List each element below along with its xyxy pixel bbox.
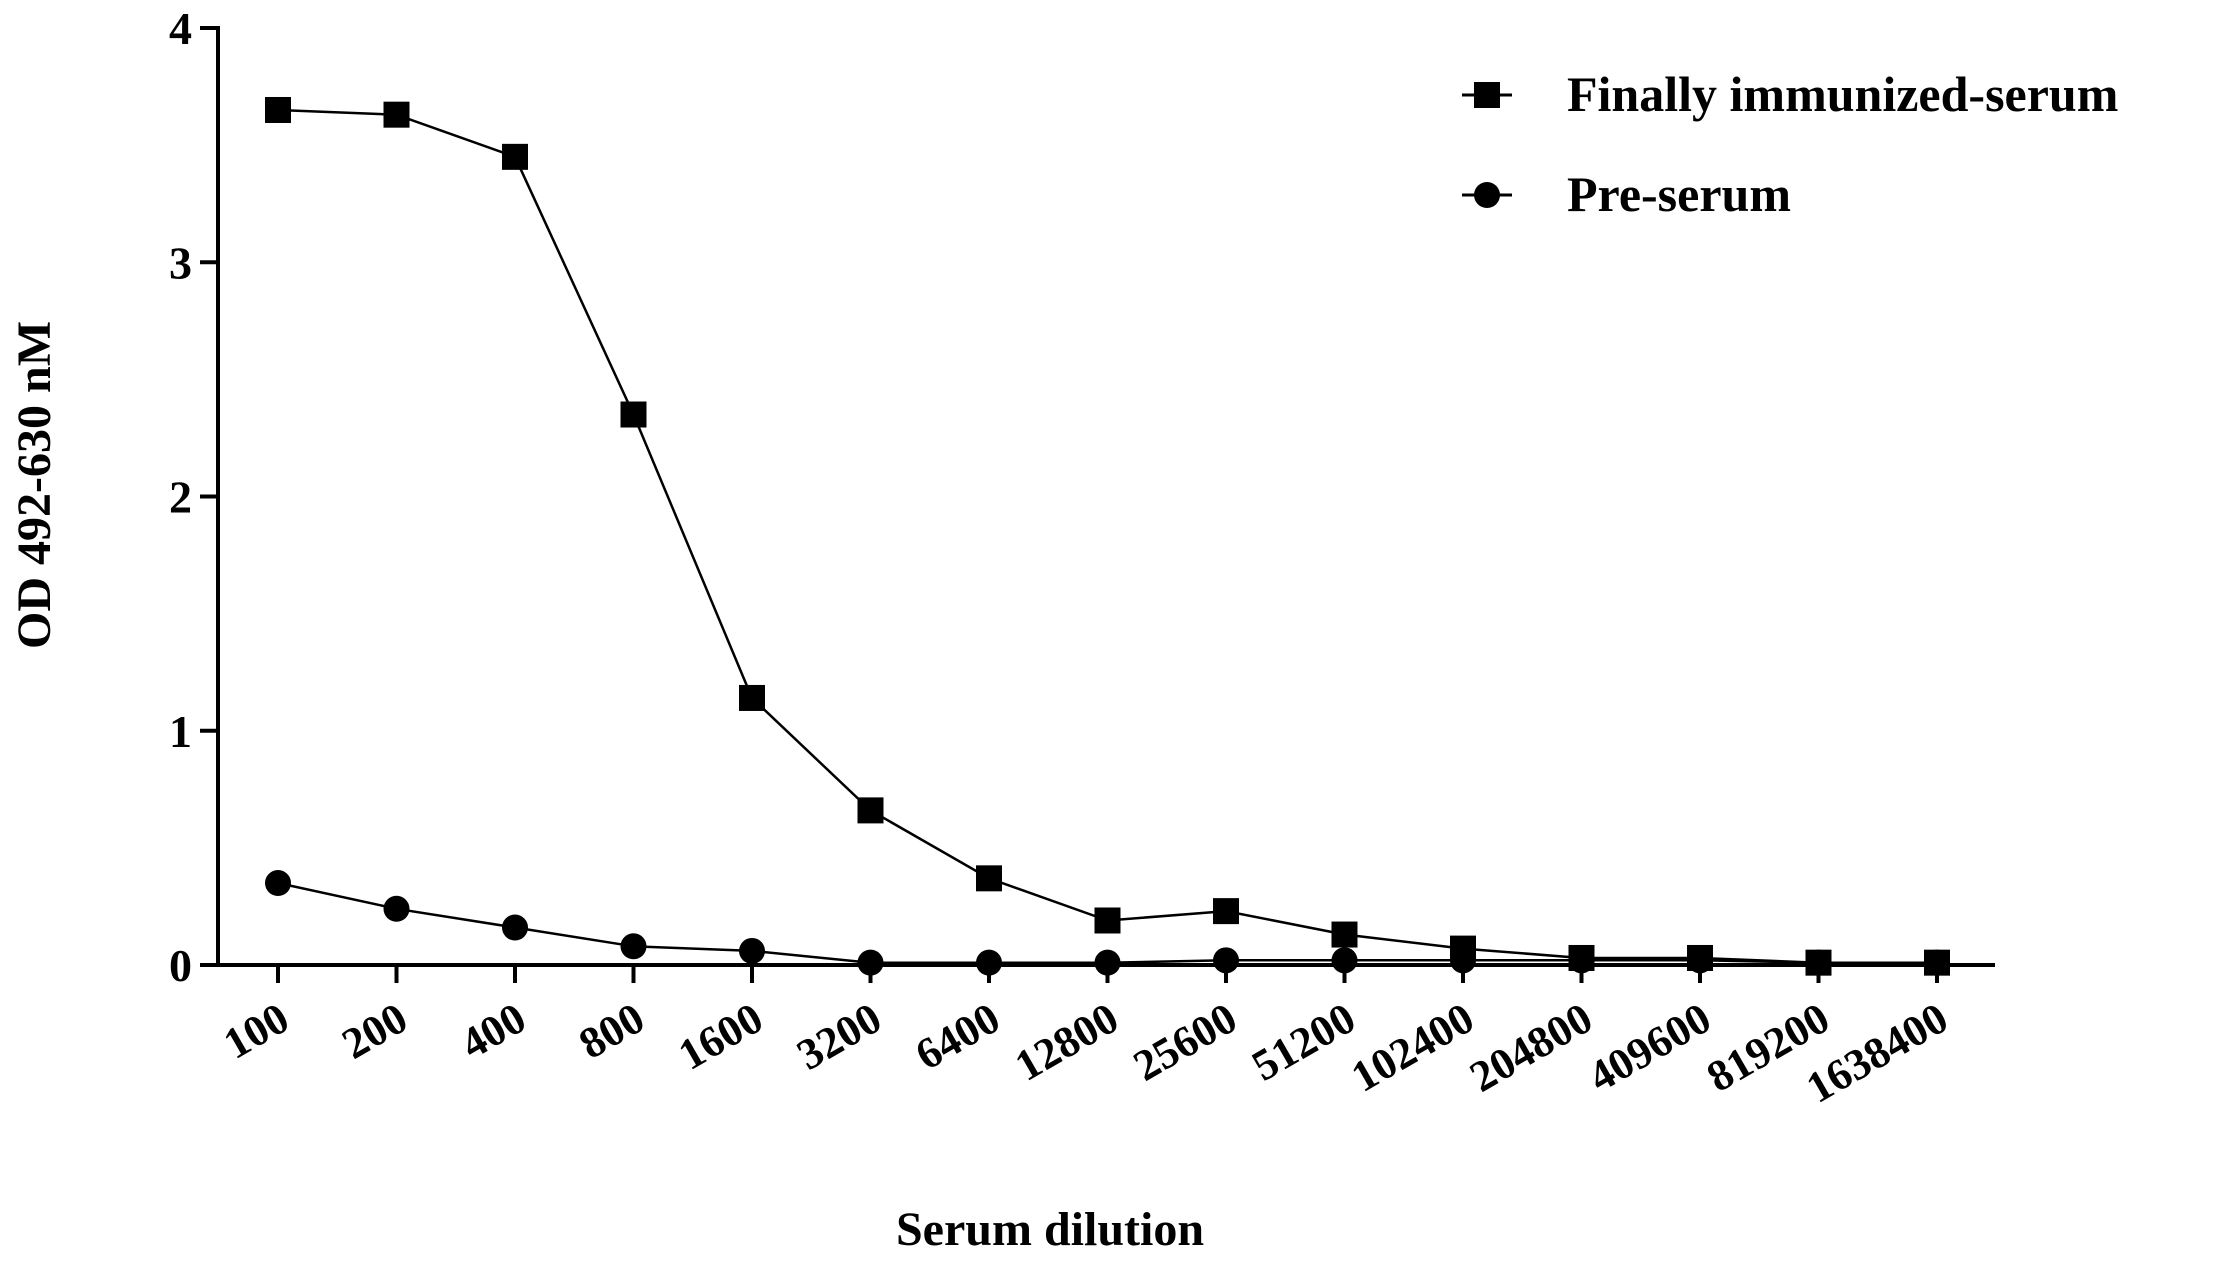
data-point-circle [1687,947,1713,974]
series-1 [265,96,1950,976]
series-line [277,108,1937,964]
data-point-square [1213,898,1239,925]
data-point-circle [620,933,647,960]
legend-marker-circle [1474,182,1500,208]
y-tick-label: 4 [169,3,192,54]
data-point-square [857,797,884,824]
legend-label: Pre-serum [1567,166,1791,222]
x-tick-label: 204800 [1462,993,1601,1101]
y-axis-title: OD 492-630 nM [8,321,61,649]
data-point-square [1094,907,1121,934]
data-point-circle [502,914,528,941]
x-tick-label: 6400 [907,993,1008,1079]
x-tick-label: 1600 [670,993,771,1079]
data-point-square [739,684,765,711]
y-tick-label: 1 [169,706,192,757]
data-point-circle [1450,947,1476,974]
data-point-circle [739,937,765,964]
x-tick-label: 100 [215,993,297,1068]
data-point-circle [383,895,410,922]
x-tick-label: 3200 [789,993,890,1079]
x-tick-label: 102400 [1343,993,1482,1101]
legend: Finally immunized-serum Pre-serum [1462,66,2118,222]
y-tick-label: 0 [169,940,192,991]
series-layer [265,96,1950,976]
data-point-circle [1094,949,1121,976]
x-tick-label: 800 [571,993,653,1068]
x-tick-label: 400 [452,993,534,1068]
x-tick-label: 25600 [1125,993,1245,1090]
legend-item: Finally immunized-serum [1462,66,2118,122]
data-point-circle [1213,947,1239,974]
data-point-square [620,401,647,428]
data-point-square [1331,921,1358,948]
y-tick-label: 2 [169,472,192,523]
x-tick-label: 200 [334,993,416,1068]
data-point-square [383,101,410,128]
x-tick-label: 51200 [1244,993,1364,1090]
data-point-square [265,96,291,123]
x-tick-label: 409600 [1580,993,1719,1101]
data-point-square [502,143,528,170]
data-point-square [976,865,1002,892]
data-point-circle [1568,947,1595,974]
x-tick-label: 12800 [1007,993,1127,1090]
x-axis-title: Serum dilution [896,1203,1204,1256]
legend-item: Pre-serum [1462,166,1791,222]
y-tick-label: 3 [169,237,192,288]
legend-marker-square [1474,82,1500,108]
data-point-circle [1331,947,1358,974]
data-point-circle [857,949,884,976]
series-2 [265,870,1950,976]
data-point-circle [1805,949,1832,976]
data-point-circle [265,870,291,897]
data-point-circle [976,949,1002,976]
data-point-circle [1924,949,1950,976]
legend-label: Finally immunized-serum [1567,66,2118,122]
